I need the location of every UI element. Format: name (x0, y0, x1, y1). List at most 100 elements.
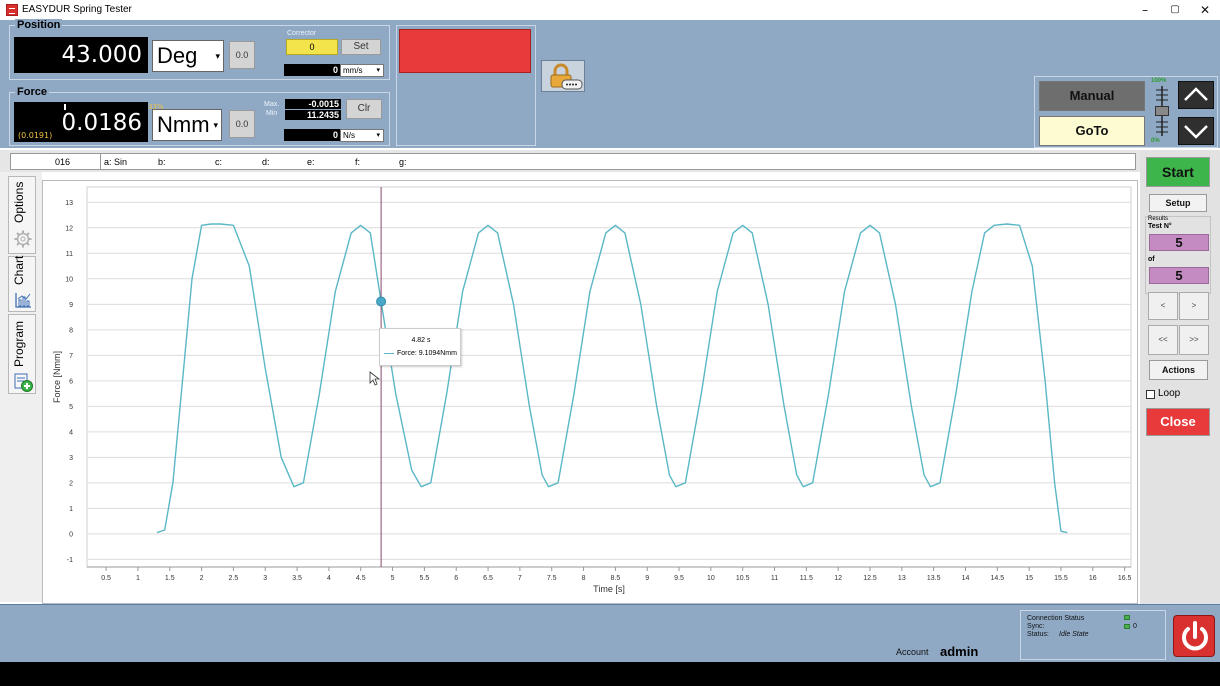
power-button[interactable] (1173, 615, 1215, 657)
corrector-set-button[interactable]: Set (341, 39, 381, 55)
channel-g[interactable]: g: (399, 157, 407, 167)
force-clear-button[interactable]: Clr (346, 99, 382, 119)
y-tick-label: 4 (69, 429, 73, 436)
y-tick-label: 5 (69, 404, 73, 411)
x-tick-label: 7 (518, 575, 522, 582)
start-button[interactable]: Start (1146, 157, 1210, 187)
next-result-button[interactable]: > (1179, 292, 1209, 320)
x-tick-label: 6 (454, 575, 458, 582)
actions-button[interactable]: Actions (1149, 360, 1208, 380)
position-display: 43.000 (14, 37, 148, 73)
window-title: EASYDUR Spring Tester (22, 4, 132, 15)
x-tick-label: 16 (1089, 575, 1097, 582)
tab-options[interactable]: Options (8, 176, 36, 254)
position-zero-button[interactable]: 0.0 (229, 41, 255, 69)
close-button[interactable]: Close (1146, 408, 1210, 436)
position-group (9, 25, 390, 80)
y-tick-label: 10 (65, 276, 73, 283)
x-tick-label: 11.5 (800, 575, 813, 582)
maximize-button[interactable]: ▢ (1170, 4, 1180, 15)
x-tick-label: 15 (1025, 575, 1033, 582)
channel-f[interactable]: f: (355, 157, 361, 167)
manual-button[interactable]: Manual (1039, 81, 1145, 111)
status-value: Idle State (1059, 631, 1089, 638)
x-tick-label: 7.5 (547, 575, 557, 582)
goto-button[interactable]: GoTo (1039, 116, 1145, 146)
force-sub-value: (0.0191) (18, 131, 53, 140)
gear-icon (14, 230, 32, 248)
position-unit-value: Deg (157, 43, 198, 68)
force-chart[interactable]: -1 0 1 2 3 4 5 6 7 8 9 10 11 12 13 0.5 1 1.5 2 2.5 3 3.5 4 4.5 5… (42, 180, 1138, 604)
slider-min-label: 0% (1151, 138, 1160, 144)
x-tick-label: 0.5 (101, 575, 111, 582)
force-group-title: Force (15, 86, 49, 98)
status-indicator (399, 29, 531, 73)
x-axis-label: Time [s] (593, 584, 625, 594)
mouse-cursor-icon (369, 371, 381, 386)
x-tick-label: 11 (771, 575, 778, 582)
x-tick-label: 10 (707, 575, 715, 582)
add-program-icon (14, 373, 33, 392)
y-tick-label: 7 (69, 353, 73, 360)
force-zero-button[interactable]: 0.0 (229, 110, 255, 138)
speed-slider-thumb[interactable] (1155, 106, 1169, 116)
x-tick-label: 1 (136, 575, 140, 582)
status-label: Status: (1027, 631, 1049, 638)
first-result-button[interactable]: << (1148, 325, 1178, 355)
close-window-button[interactable]: ✕ (1199, 3, 1211, 17)
tab-program[interactable]: Program (8, 314, 36, 394)
last-result-button[interactable]: >> (1179, 325, 1209, 355)
cursor-point (376, 296, 387, 307)
prev-result-button[interactable]: < (1148, 292, 1178, 320)
speed-slider[interactable] (1152, 84, 1172, 138)
y-tick-label: -1 (67, 557, 73, 564)
connection-led (1124, 615, 1130, 620)
loop-checkbox[interactable] (1146, 390, 1155, 399)
position-unit-select[interactable]: Deg ▾ (152, 40, 224, 72)
channel-bar: 016 a: Sin b: c: d: e: f: g: (10, 153, 1136, 170)
force-rate-unit-select[interactable]: N/s ▾ (340, 129, 384, 142)
test-of-label: of (1148, 256, 1155, 263)
x-tick-label: 9 (645, 575, 649, 582)
x-tick-label: 6.5 (483, 575, 493, 582)
jog-down-button[interactable] (1178, 117, 1214, 145)
position-speed-unit: mm/s (343, 66, 363, 75)
setup-button[interactable]: Setup (1149, 194, 1207, 212)
minimize-button[interactable]: – (1142, 3, 1148, 17)
chevron-up-icon (1184, 87, 1208, 101)
y-tick-label: 1 (69, 506, 73, 513)
plot-area (86, 186, 1132, 568)
jog-up-button[interactable] (1178, 81, 1214, 109)
chart-tooltip: 4.82 s Force: 9.1094Nmm (379, 328, 461, 366)
top-panel: Position 43.000 Deg ▾ 0.0 Corrector 0 Se… (0, 19, 1220, 148)
force-max-label: Max. (264, 101, 280, 108)
force-level-marker (64, 104, 66, 110)
channel-a[interactable]: a: Sin (104, 157, 128, 167)
channel-row: 016 a: Sin b: c: d: e: f: g: (0, 150, 1140, 172)
position-speed-unit-select[interactable]: mm/s ▾ (340, 64, 384, 77)
connection-status-label: Connection Status (1027, 615, 1085, 622)
title-bar: EASYDUR Spring Tester – ▢ ✕ (0, 0, 1220, 20)
tooltip-label: Force: 9.1094Nmm (397, 350, 457, 357)
force-unit-select[interactable]: Nmm ▾ (152, 109, 222, 141)
tooltip-swatch (384, 352, 394, 354)
x-tick-label: 9.5 (674, 575, 684, 582)
x-tick-label: 14.5 (991, 575, 1005, 582)
tab-chart[interactable]: Chart (8, 256, 36, 312)
channel-b[interactable]: b: (158, 157, 166, 167)
lock-icon (550, 63, 583, 90)
x-tick-label: 14 (962, 575, 970, 582)
x-tick-label: 4.5 (356, 575, 366, 582)
channel-d[interactable]: d: (262, 157, 270, 167)
position-speed-value: 0 (284, 64, 340, 76)
force-max-value: -0.0015 (285, 99, 341, 109)
channel-c[interactable]: c: (215, 157, 223, 167)
channel-e[interactable]: e: (307, 157, 315, 167)
force-value: 0.0186 (61, 110, 142, 136)
corrector-input[interactable]: 0 (286, 39, 338, 55)
lock-button[interactable] (541, 60, 585, 92)
test-total-value: 5 (1149, 267, 1209, 284)
chevron-down-icon: ▾ (215, 51, 220, 61)
